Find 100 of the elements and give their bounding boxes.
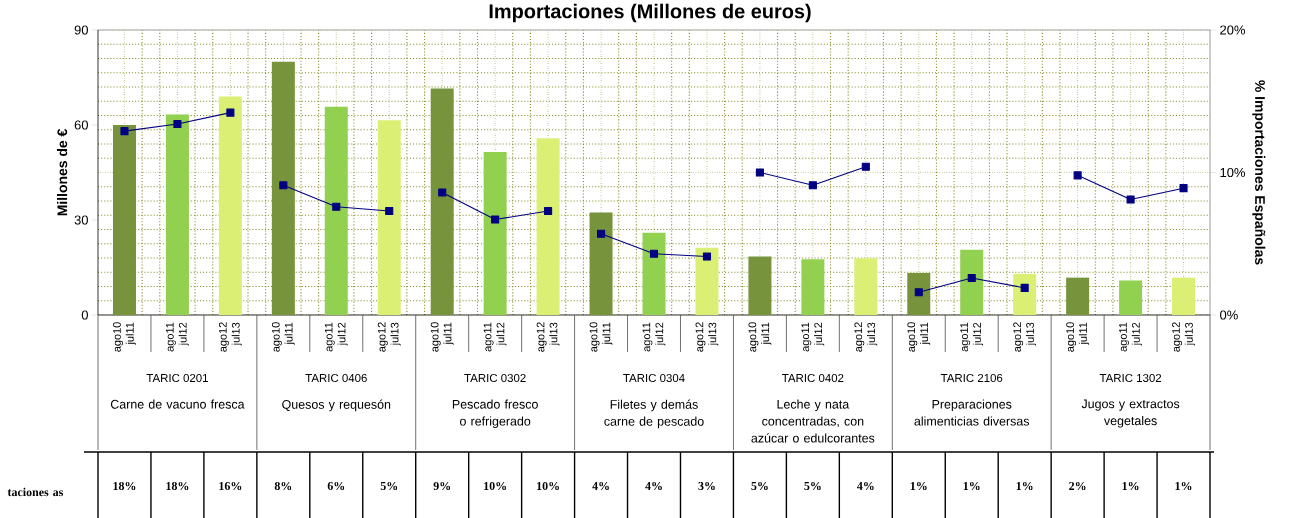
text: 4% — [857, 481, 874, 491]
text: 6% — [327, 481, 345, 491]
point — [914, 288, 923, 297]
point — [438, 188, 447, 197]
point — [861, 162, 870, 171]
text: TARIC 0302 — [464, 373, 526, 383]
bar — [907, 272, 931, 315]
bar — [1119, 280, 1143, 315]
y-tick-label: 90 — [74, 25, 88, 35]
point — [808, 181, 817, 190]
x-tick-label: ago10 jul11 — [430, 322, 454, 352]
text: TARIC 0304 — [623, 373, 685, 383]
y-tick-label: 60 — [74, 120, 88, 130]
x-tick-label: ago11 jul12 — [960, 322, 984, 352]
text: 1% — [1122, 481, 1139, 491]
x-tick-label: ago11 jul12 — [642, 322, 666, 352]
point — [1073, 171, 1082, 180]
text: Jugos y extractos vegetales — [1081, 399, 1180, 428]
point — [649, 249, 659, 258]
text: 2% — [1069, 481, 1086, 491]
bar — [112, 125, 136, 315]
bar — [960, 249, 984, 315]
x-tick-label: ago12 jul13 — [854, 322, 878, 352]
point — [1126, 195, 1135, 204]
point — [544, 206, 553, 216]
text: Leche y nata concentradas, con azúcar o edulcorantes — [751, 399, 875, 443]
x-tick-label: ago12 jul13 — [377, 322, 401, 352]
x-tick-label: ago11 jul12 — [1119, 322, 1142, 352]
point — [702, 252, 712, 261]
x-tick-label: ago11 jul12 — [166, 322, 189, 352]
text: 4% — [645, 481, 662, 491]
point — [332, 202, 341, 211]
bar — [854, 258, 878, 315]
x-tick-label: ago10 jul11 — [113, 322, 136, 352]
text: 3% — [698, 481, 715, 491]
text: 1% — [910, 481, 927, 491]
bar — [1013, 273, 1037, 315]
x-tick-label: ago10 jul11 — [589, 322, 613, 352]
chart-title: Importaciones (Millones de euros) — [489, 3, 811, 23]
point — [279, 181, 288, 190]
text: 8% — [274, 481, 292, 491]
x-tick-label: ago11 jul12 — [801, 322, 825, 352]
x-tick-label: ago12 jul13 — [1172, 322, 1195, 352]
y-axis-title: Millones de € — [56, 128, 68, 216]
text: Carne de vacuno fresca — [110, 399, 245, 409]
text: TARIC 2106 — [940, 373, 1003, 383]
y-tick-label: 30 — [74, 215, 88, 225]
y2-tick-label: 10% — [1220, 167, 1245, 178]
bar — [430, 88, 454, 315]
text: 1% — [1016, 481, 1033, 491]
bar — [218, 96, 242, 315]
text: Quesos y requesón — [282, 399, 391, 412]
text: 1% — [1175, 481, 1192, 491]
point — [755, 168, 764, 177]
point — [967, 273, 976, 282]
text: 10% — [484, 481, 506, 491]
y2-tick-label: 0% — [1220, 310, 1238, 320]
point — [597, 229, 606, 238]
bar — [695, 247, 719, 315]
text: TARIC 0402 — [782, 373, 844, 383]
text: Filetes y demás carne de pescado — [604, 399, 704, 429]
point — [1020, 283, 1029, 292]
bar — [377, 120, 401, 315]
y-tick-label: 0 — [81, 310, 88, 320]
x-tick-label: ago11 jul12 — [483, 322, 507, 352]
x-tick-label: ago12 jul13 — [536, 322, 560, 352]
x-tick-label: ago12 jul13 — [1013, 322, 1037, 352]
text: 5% — [380, 481, 398, 491]
text: 9% — [433, 481, 451, 491]
text: 5% — [751, 481, 768, 491]
bar — [642, 232, 666, 315]
text: 4% — [592, 481, 609, 491]
text: TARIC 0201 — [146, 373, 208, 383]
text: Pescado fresco o refrigerado — [452, 399, 538, 429]
y2-tick-label: 20% — [1220, 25, 1245, 35]
text: 18% — [166, 481, 189, 491]
bar — [748, 256, 772, 315]
text: taciones as — [7, 487, 64, 497]
point — [226, 108, 235, 117]
bar — [589, 212, 613, 315]
bar — [324, 106, 348, 315]
text: 18% — [113, 481, 136, 491]
x-tick-label: ago12 jul13 — [218, 322, 242, 352]
text: 10% — [537, 481, 559, 491]
text: Preparaciones alimenticias diversas — [914, 399, 1030, 426]
x-tick-label: ago10 jul11 — [748, 322, 772, 352]
text: 5% — [804, 481, 821, 491]
bar — [271, 61, 295, 315]
point — [173, 119, 182, 129]
x-tick-label: ago10 jul11 — [271, 322, 295, 352]
point — [491, 215, 500, 224]
x-tick-label: ago10 jul11 — [907, 322, 931, 352]
bar — [483, 151, 507, 315]
text: TARIC 0406 — [305, 373, 367, 383]
y2-axis-title: % Importaciones Españolas — [1252, 80, 1266, 265]
point — [1179, 184, 1188, 193]
point — [120, 127, 129, 136]
x-tick-label: ago12 jul13 — [695, 322, 719, 352]
bar — [536, 138, 560, 315]
x-tick-label: ago11 jul12 — [324, 322, 348, 352]
